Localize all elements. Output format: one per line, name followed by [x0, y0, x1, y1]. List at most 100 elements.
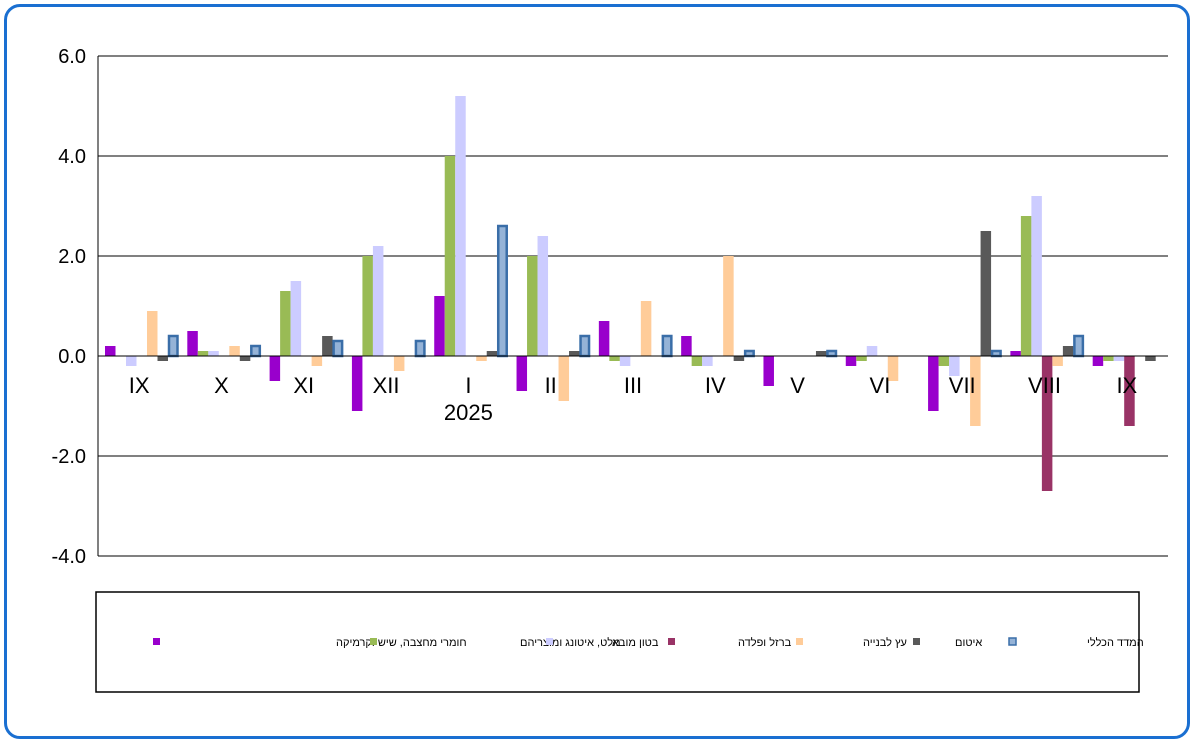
- x-tick-label: IV: [705, 373, 726, 398]
- bar: [1041, 356, 1053, 491]
- bar: [250, 344, 262, 358]
- x-tick-label: IX: [1116, 373, 1137, 398]
- axis-labels: 6.04.02.00.0-2.0-4.0IX X XI XII I II III IV V VI V…: [52, 46, 1138, 568]
- bar: [763, 356, 774, 386]
- y-tick-label: 6.0: [58, 46, 86, 68]
- bar: [866, 346, 878, 356]
- bar: [476, 356, 487, 361]
- x-tick-label: XI: [293, 373, 314, 398]
- bar: [609, 356, 620, 361]
- bar: [393, 356, 405, 371]
- bar: [537, 236, 549, 356]
- x-tick-label: VI: [870, 373, 891, 398]
- y-tick-label: 0.0: [58, 346, 86, 368]
- bar: [558, 356, 570, 401]
- bar: [949, 356, 960, 376]
- bar: [990, 349, 1002, 358]
- x-tick-label: VIII: [1028, 373, 1061, 398]
- gridlines: [98, 55, 1168, 557]
- legend: חומרי מחצבה, שיש וקרמיקה מלט, איטונג ומוצ…: [95, 591, 1144, 693]
- bar: [414, 339, 426, 358]
- bar: [1092, 356, 1104, 366]
- legend-swatch: [546, 638, 553, 645]
- bar: [444, 156, 456, 356]
- bar: [681, 336, 692, 356]
- bar: [1145, 356, 1156, 361]
- x-tick-label: II: [545, 373, 557, 398]
- x-tick-label: III: [624, 373, 642, 398]
- bar: [845, 356, 857, 366]
- bar: [351, 356, 363, 411]
- legend-label: המדד הכללי: [1087, 636, 1144, 649]
- bar: [496, 224, 508, 358]
- bar: [826, 349, 838, 358]
- legend-swatch: [1008, 637, 1017, 646]
- bar: [372, 246, 384, 356]
- bar: [702, 356, 713, 366]
- bar: [187, 331, 198, 356]
- bar: [105, 346, 116, 356]
- bar: [887, 356, 899, 381]
- x-tick-label: I: [465, 373, 471, 398]
- bar: [980, 231, 992, 356]
- x-tick-label: VII: [949, 373, 976, 398]
- bar: [197, 351, 209, 356]
- bar: [516, 356, 528, 391]
- bar: [598, 321, 610, 356]
- bar: [486, 351, 498, 356]
- legend-swatch: [668, 638, 675, 645]
- bar: [743, 349, 755, 358]
- legend-label: עץ לבנייה: [863, 636, 907, 649]
- bar: [1073, 334, 1085, 358]
- bar: [938, 356, 950, 366]
- bar: [311, 356, 323, 366]
- bar: [815, 351, 827, 356]
- bar: [1010, 351, 1021, 356]
- bar: [1103, 356, 1114, 361]
- bar: [691, 356, 703, 366]
- legend-label: בטון מובא: [612, 637, 659, 649]
- bar: [362, 256, 373, 356]
- bar: [455, 96, 466, 356]
- bar: [332, 339, 344, 358]
- legend-box: [95, 591, 1140, 693]
- bar: [1124, 356, 1135, 426]
- bar: [434, 296, 445, 356]
- bar-series: [105, 96, 1156, 491]
- bar: [269, 356, 281, 381]
- bar: [661, 334, 673, 358]
- bar: [290, 281, 302, 356]
- legend-swatch: [913, 638, 920, 645]
- bar: [970, 356, 981, 426]
- bar: [527, 256, 538, 356]
- bar: [640, 301, 652, 356]
- bar: [1031, 196, 1042, 356]
- bar: [322, 336, 333, 356]
- axes: [97, 56, 1168, 556]
- y-tick-label: 4.0: [58, 146, 86, 168]
- x-tick-label: V: [790, 373, 805, 398]
- legend-label: מלט, איטונג ומוצריהם: [520, 636, 621, 649]
- x-tick-label: X: [214, 373, 229, 398]
- x-tick-label: IX: [129, 373, 150, 398]
- bar: [856, 356, 867, 361]
- bar: [1062, 346, 1074, 356]
- bar: [1020, 216, 1032, 356]
- bar: [723, 256, 734, 356]
- bar: [928, 356, 939, 411]
- bar: [239, 356, 251, 361]
- bar: [126, 356, 137, 366]
- bar: [280, 291, 291, 356]
- y-tick-label: -4.0: [52, 546, 86, 568]
- y-tick-label: 2.0: [58, 246, 86, 268]
- bar: [1113, 356, 1125, 361]
- bar: [167, 334, 179, 358]
- y-tick-label: -2.0: [52, 446, 86, 468]
- legend-swatch: [370, 638, 377, 645]
- bar: [208, 351, 219, 356]
- bar: [1052, 356, 1063, 366]
- bar: [147, 311, 158, 356]
- year-label: 2025: [444, 400, 493, 425]
- bar: [733, 356, 745, 361]
